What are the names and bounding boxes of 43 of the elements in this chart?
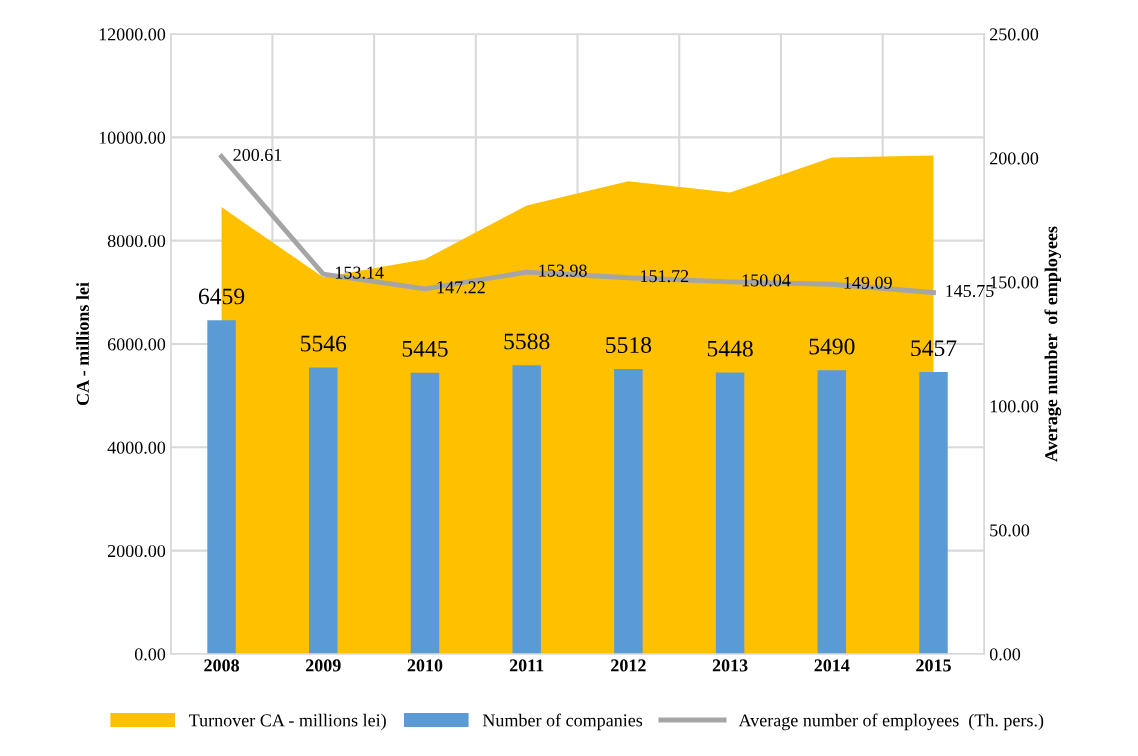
data-label: 5448 [707, 340, 753, 357]
legend-label: Average number of employees (Th. pers.) [738, 713, 1044, 731]
data-label: 151.72 [641, 270, 689, 283]
y2-tick-label: 100.00 [990, 400, 1039, 413]
y2-tick-label: 200.00 [990, 152, 1039, 165]
y-tick-label: 4000.00 [107, 441, 166, 454]
data-label: 200.61 [233, 148, 282, 162]
bar [207, 320, 236, 654]
y-tick-label: 12000.00 [99, 28, 166, 41]
y2-axis-title: Average number of employees [1044, 226, 1062, 462]
y-tick-label: 10000.00 [99, 131, 166, 144]
x-tick-label: 2013 [712, 659, 748, 672]
bar [919, 372, 948, 654]
data-label: 5518 [606, 337, 652, 353]
y2-tick-label: 0.00 [989, 648, 1021, 661]
x-tick-label: 2015 [916, 659, 951, 672]
legend-label: Turnover CA - millions lei) [189, 713, 386, 731]
data-label: 5445 [402, 340, 448, 357]
y2-tick-label: 50.00 [990, 524, 1030, 537]
bar [614, 368, 643, 654]
y2-tick-label: 250.00 [990, 28, 1039, 41]
x-tick-label: 2008 [204, 659, 240, 672]
bar [309, 367, 338, 654]
y-axis-title: CA - millions lei [76, 282, 89, 406]
data-label: 147.22 [437, 281, 485, 294]
y-tick-label: 0.00 [134, 648, 166, 661]
y-tick-label: 6000.00 [107, 338, 166, 351]
data-label: 5546 [301, 335, 347, 352]
x-tick-label: 2012 [611, 659, 646, 672]
bar [715, 372, 745, 654]
y-tick-label: 2000.00 [107, 544, 166, 558]
x-tick-label: 2009 [305, 659, 341, 672]
bar [817, 370, 847, 654]
x-tick-label: 2011 [509, 659, 544, 672]
x-tick-label: 2014 [814, 659, 850, 672]
y-tick-label: 8000.00 [107, 234, 166, 248]
data-label: 5588 [504, 333, 550, 350]
x-tick-label: 2010 [407, 659, 443, 672]
legend-label: Number of companies [482, 713, 643, 731]
data-label: 150.04 [742, 274, 791, 287]
data-label: 5490 [809, 338, 855, 355]
bar [410, 372, 440, 654]
bar [512, 365, 541, 654]
